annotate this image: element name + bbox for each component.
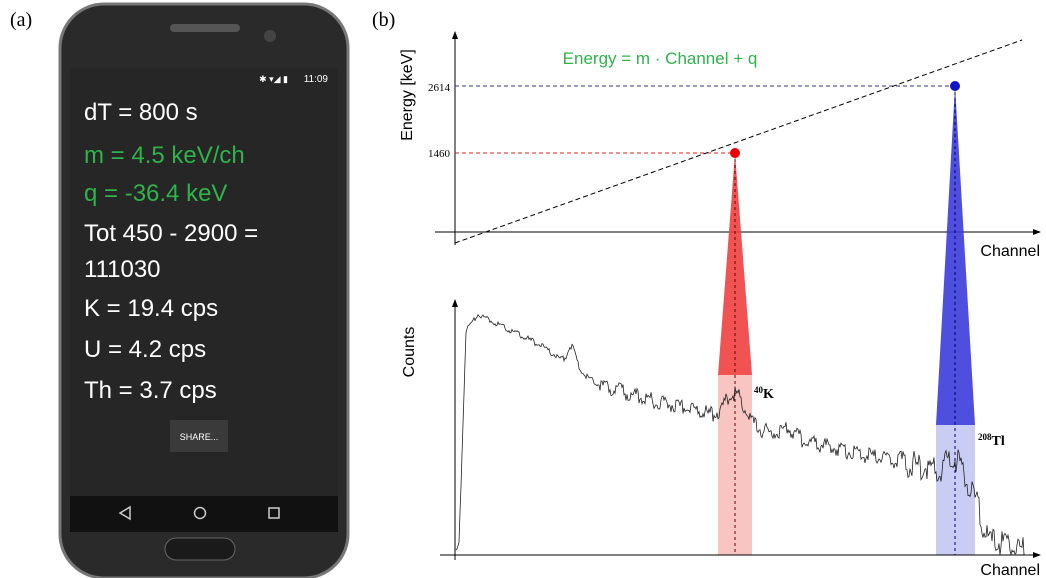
calibration-line xyxy=(454,39,1023,244)
screen-line: m = 4.5 keV/ch xyxy=(84,142,245,169)
camera xyxy=(264,30,276,42)
peak-label: 208Tl xyxy=(978,432,1005,449)
equation: Energy = m · Channel + q xyxy=(563,49,758,68)
screen-text: dT = 800 s m = 4.5 keV/ch q = -36.4 keV Tot… xyxy=(84,99,258,404)
screen-line: Th = 3.7 cps xyxy=(84,377,217,404)
element: Tl xyxy=(992,434,1005,449)
mass-number: 208 xyxy=(978,432,992,442)
x-label: Channel xyxy=(980,243,1040,260)
status-icons: ✱ ▾◢ ▮ xyxy=(259,74,288,84)
peak-label: 40K xyxy=(754,385,774,402)
element: K xyxy=(763,387,774,402)
home-button[interactable] xyxy=(193,506,207,520)
screen xyxy=(70,68,338,532)
screen-line: 111030 xyxy=(84,256,161,283)
back-button[interactable] xyxy=(118,505,131,521)
speaker xyxy=(170,24,240,32)
mass-number: 40 xyxy=(754,385,764,395)
share-button[interactable] xyxy=(170,420,228,452)
y-label: Energy [keV] xyxy=(399,49,416,141)
screen-line: K = 19.4 cps xyxy=(84,295,218,322)
x-label: Channel xyxy=(980,562,1040,578)
screen-line: dT = 800 s xyxy=(84,99,198,126)
status-time: 11:09 xyxy=(304,74,329,85)
blue-point xyxy=(950,81,960,91)
spectrum xyxy=(455,314,1028,556)
red-point xyxy=(730,148,740,158)
y-label: Counts xyxy=(401,327,418,378)
panel-label: (b) xyxy=(372,9,395,31)
panel-label: (a) xyxy=(10,9,32,31)
tick-label: 2614 xyxy=(428,82,451,94)
nav-bar xyxy=(70,496,338,532)
hardware-home xyxy=(164,537,236,561)
screen-line: Tot 450 - 2900 = xyxy=(84,220,258,247)
recent-button[interactable] xyxy=(268,507,280,519)
share-label[interactable]: SHARE... xyxy=(180,432,219,442)
screen-line: q = -36.4 keV xyxy=(84,180,227,207)
screen-line: U = 4.2 cps xyxy=(84,336,206,363)
tick-label: 1460 xyxy=(428,148,451,160)
